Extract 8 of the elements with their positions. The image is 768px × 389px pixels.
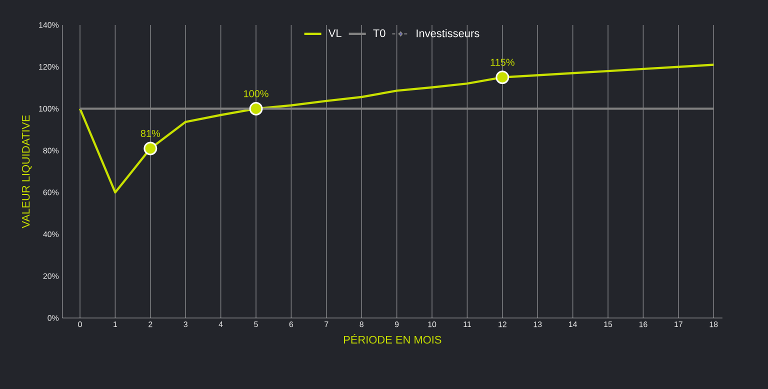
legend-label: VL [328,29,342,37]
legend-label: T0 [373,29,386,38]
y-axis-title: VALEUR LIQUIDATIVE [22,115,32,228]
legend-label: Investisseurs [416,29,480,38]
data-label: 81% [140,130,160,137]
data-label: 100% [244,90,268,98]
data-label: 115% [490,58,514,66]
x-axis-title: PÉRIODE EN MOIS [344,334,442,344]
